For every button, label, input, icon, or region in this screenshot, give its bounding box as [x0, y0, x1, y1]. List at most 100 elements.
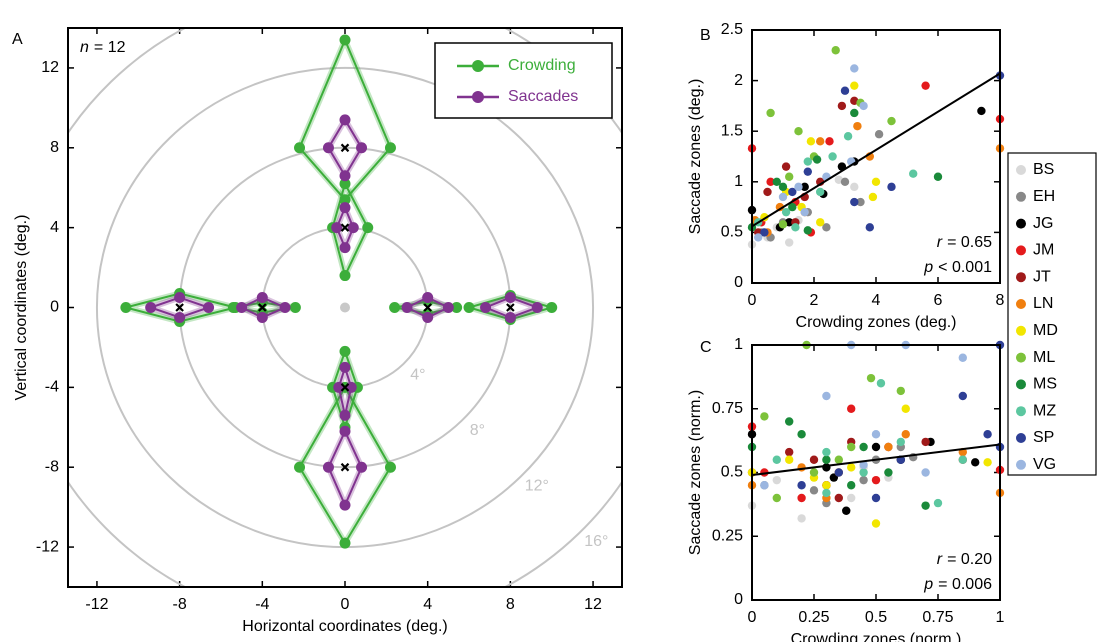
- zone-vertex: [546, 302, 558, 313]
- observer-point: [766, 108, 775, 118]
- observer-point: [847, 481, 856, 490]
- zone-vertex: [504, 292, 516, 304]
- observer-point: [977, 106, 986, 116]
- x-tick-label: 0: [748, 609, 757, 626]
- observer-point: [781, 207, 791, 217]
- zone-vertex: [531, 302, 543, 313]
- observer-point: [842, 506, 851, 515]
- observer-point: [983, 458, 992, 467]
- observer-point: [772, 177, 781, 186]
- zone-vertex: [236, 302, 248, 313]
- y-tick-label: 0.25: [712, 527, 743, 544]
- observer-point: [812, 155, 822, 164]
- observer-point: [785, 455, 794, 464]
- observer-point: [859, 460, 868, 470]
- observer-point: [797, 481, 806, 490]
- statistic-text: < 0.001: [938, 259, 992, 276]
- legend-marker: [1016, 272, 1026, 283]
- sample-size-text: = 12: [94, 39, 126, 56]
- legend-marker: [1016, 433, 1026, 443]
- observer-point: [837, 101, 847, 111]
- x-tick-label: 6: [934, 292, 943, 309]
- statistic-text: = 0.20: [947, 551, 992, 568]
- observer-point: [887, 116, 896, 126]
- observer-point: [871, 430, 881, 439]
- zone-vertex: [331, 222, 343, 234]
- zone-vertex: [256, 311, 268, 323]
- observer-point: [847, 404, 856, 413]
- observer-point: [921, 468, 930, 477]
- observer-point: [772, 493, 781, 503]
- y-axis-label: Saccade zones (deg.): [687, 79, 704, 235]
- observer-point: [868, 192, 878, 202]
- panel-letter: A: [12, 31, 23, 48]
- zone-vertex: [347, 222, 359, 234]
- x-tick-label: 1: [996, 609, 1005, 626]
- observer-point: [840, 86, 850, 95]
- observer-point: [909, 169, 918, 178]
- observer-point: [853, 121, 862, 131]
- x-tick-label: -4: [255, 596, 269, 613]
- observer-point: [859, 475, 868, 485]
- x-axis-label: Crowding zones (deg.): [796, 314, 957, 331]
- y-tick-label: 0: [50, 299, 59, 316]
- observer-point: [847, 442, 856, 452]
- target: [175, 303, 184, 312]
- legend-marker: [1016, 245, 1026, 256]
- zone-vertex: [339, 202, 351, 214]
- y-tick-label: 1: [734, 336, 743, 353]
- zone-vertex: [339, 361, 351, 373]
- observer-point: [871, 177, 881, 186]
- legend-label: BS: [1033, 161, 1054, 178]
- observer-point: [797, 514, 806, 523]
- observer-point: [859, 442, 868, 452]
- x-tick-label: 2: [810, 292, 819, 309]
- observer-point: [778, 182, 788, 192]
- observer-point: [871, 519, 881, 528]
- sample-size-symbol: n: [80, 39, 89, 56]
- observer-point: [809, 486, 819, 495]
- legend-label: JT: [1033, 268, 1051, 285]
- observer-point: [884, 442, 893, 452]
- observer-point: [760, 228, 769, 237]
- observer-point: [831, 46, 840, 55]
- observer-point: [803, 226, 812, 235]
- statistic-symbol: p: [923, 576, 933, 593]
- zone-vertex: [504, 311, 516, 323]
- legend-label: LN: [1033, 295, 1053, 312]
- y-tick-label: 4: [50, 219, 59, 236]
- target: [258, 303, 267, 312]
- legend-marker: [1016, 299, 1026, 309]
- target: [340, 383, 350, 392]
- observer-point: [884, 468, 893, 477]
- observer-point: [874, 130, 884, 139]
- observer-point: [921, 81, 930, 90]
- y-tick-label: 0.75: [712, 400, 743, 417]
- zone-vertex: [289, 302, 301, 313]
- zone-vertex: [145, 302, 157, 313]
- observer-point: [850, 81, 859, 90]
- y-tick-label: 2: [734, 72, 743, 89]
- ring-label: 4°: [410, 367, 425, 384]
- legend-marker: [1016, 379, 1026, 390]
- observer-point: [876, 379, 886, 388]
- legend-box: [1007, 152, 1097, 476]
- observer-point: [803, 167, 812, 176]
- statistic: r = 0.20: [937, 551, 992, 568]
- zone-vertex: [422, 311, 434, 323]
- zone-vertex: [120, 302, 132, 313]
- observer-point: [775, 202, 785, 212]
- statistic-symbol: p: [923, 259, 933, 276]
- zone-vertex: [451, 302, 463, 313]
- legend-marker: [1016, 325, 1026, 336]
- zone-vertex: [256, 292, 268, 304]
- observer-point: [822, 447, 831, 457]
- observer-point: [816, 187, 825, 197]
- y-axis-label: Vertical coordinates (deg.): [13, 215, 30, 401]
- legend-label: JM: [1033, 242, 1054, 259]
- observer-point: [871, 475, 881, 485]
- observer-point: [983, 430, 992, 439]
- x-axis-label: Horizontal coordinates (deg.): [242, 618, 447, 635]
- zone-vertex: [339, 242, 351, 254]
- y-tick-label: 0.5: [721, 464, 743, 481]
